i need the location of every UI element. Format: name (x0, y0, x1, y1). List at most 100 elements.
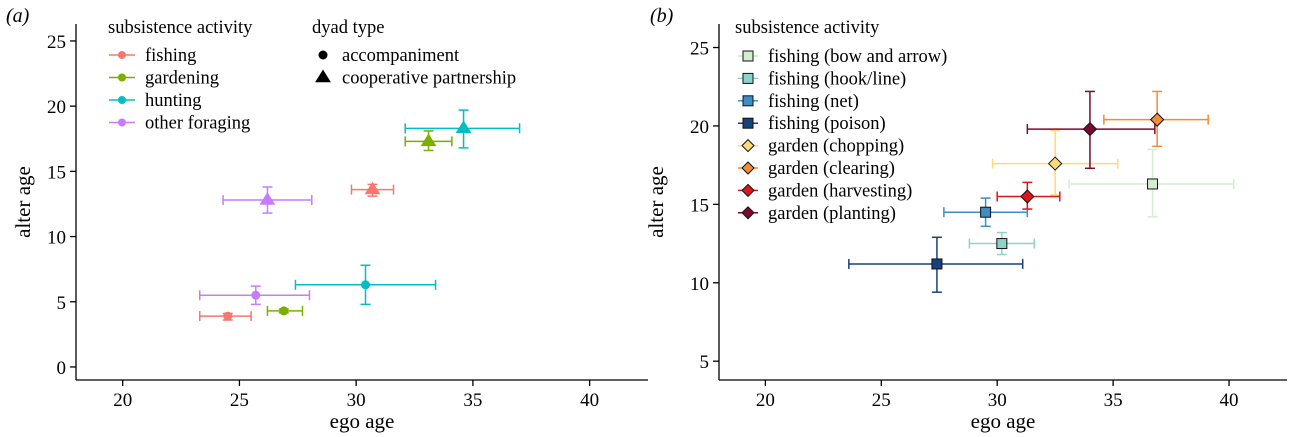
legend-item-gardening: gardening (109, 69, 219, 89)
legend-label: cooperative partnership (342, 69, 516, 89)
panel-a-legend: subsistence activity fishing gardeninghun… (108, 18, 516, 134)
point-fishing-poison (931, 258, 943, 270)
y-tick-label: 5 (57, 293, 67, 314)
x-tick-label: 40 (1220, 390, 1239, 411)
legend-item-fishing-bow-and-arrow: fishing (bow and arrow) (738, 47, 947, 67)
y-tick-label: 5 (700, 352, 710, 373)
panel-a-label: (a) (6, 5, 30, 27)
x-tick-label: 35 (1104, 390, 1123, 411)
x-tick-label: 30 (347, 390, 366, 411)
legend-key-dot (118, 118, 126, 127)
legend-key-diamond (741, 183, 755, 198)
panel-b-x-axis-title: ego age (971, 409, 1036, 433)
y-tick-label: 25 (47, 32, 66, 53)
panel-b-legend: subsistence activity fishing (bow and ar… (735, 18, 947, 224)
x-tick-label: 30 (988, 390, 1007, 411)
panel-b-label: (b) (650, 5, 674, 27)
legend-item-garden-planting: garden (planting) (738, 204, 896, 224)
legend-label: hunting (145, 91, 202, 111)
point-gardening-accompaniment (279, 306, 289, 316)
legend-label: garden (planting) (768, 204, 896, 224)
point-gardening-cooperative-partnership (420, 133, 437, 147)
legend-label: fishing (net) (768, 92, 859, 112)
point-hunting-accompaniment (361, 280, 371, 290)
legend-key-square (742, 72, 754, 84)
point-fishing-hook-line (996, 238, 1008, 250)
legend-item-accompaniment: accompaniment (318, 46, 460, 66)
panel-b-x-ticks: 20 25 30 35 40 (756, 380, 1239, 411)
legend-b-title: subsistence activity (735, 18, 880, 38)
panel-a-errorbars (198, 109, 521, 322)
panel-a-x-axis-title: ego age (330, 409, 395, 433)
y-tick-label: 15 (47, 162, 66, 183)
point-fishing-cooperative-partnership (364, 181, 381, 195)
panel-a-x-ticks: 20 25 30 35 40 (113, 380, 599, 411)
y-tick-label: 25 (690, 39, 709, 60)
legend-item-other-foraging: other foraging (109, 114, 250, 134)
panel-b-y-ticks: 5 10 15 20 25 (690, 39, 719, 373)
legend-key-diamond (741, 138, 755, 153)
legend-activity-title: subsistence activity (108, 18, 253, 38)
legend-label: fishing (poison) (768, 114, 886, 134)
y-tick-label: 10 (47, 228, 66, 249)
legend-item-hunting: hunting (109, 91, 202, 111)
point-fishing-accompaniment (223, 311, 233, 321)
legend-b-entries: fishing (bow and arrow)fishing (hook/lin… (738, 47, 947, 224)
legend-item-cooperative-partnership: cooperative partnership (315, 69, 516, 89)
x-tick-label: 25 (872, 390, 891, 411)
panel-b: (b) 20 25 30 35 40 5 10 15 20 25 ego age alter a… (644, 5, 1287, 433)
panel-a: (a) 20 25 30 35 40 0 5 10 15 20 25 ego age alter … (6, 5, 648, 433)
legend-label: garden (clearing) (768, 159, 895, 179)
legend-key-square (742, 117, 754, 129)
point-garden-harvesting (1020, 189, 1035, 204)
legend-label: fishing (145, 46, 196, 66)
y-tick-label: 0 (57, 358, 67, 379)
panel-b-y-axis-title: alter age (644, 166, 668, 238)
legend-label: accompaniment (342, 46, 460, 66)
y-tick-label: 10 (690, 274, 709, 295)
legend-dyad-entries: accompaniment cooperative partnership (315, 46, 516, 89)
point-garden-chopping (1047, 156, 1063, 171)
legend-item-garden-chopping: garden (chopping) (738, 137, 904, 157)
y-tick-label: 20 (47, 97, 66, 118)
panel-b-points (931, 112, 1165, 270)
legend-label: gardening (145, 69, 219, 89)
point-hunting-cooperative-partnership (455, 120, 472, 134)
legend-item-garden-harvesting: garden (harvesting) (738, 181, 912, 201)
legend-label: fishing (hook/line) (768, 69, 906, 89)
panel-a-y-ticks: 0 5 10 15 20 25 (47, 32, 76, 379)
panel-a-y-axis-title: alter age (11, 166, 35, 238)
legend-item-fishing-hook-line: fishing (hook/line) (738, 69, 906, 89)
legend-key-dot (118, 51, 126, 59)
point-garden-planting (1082, 121, 1098, 137)
x-tick-label: 40 (580, 390, 599, 411)
legend-key-dot (118, 96, 126, 104)
legend-key-triangle (315, 69, 331, 83)
x-tick-label: 20 (113, 390, 132, 411)
x-tick-label: 35 (463, 390, 482, 411)
legend-item-garden-clearing: garden (clearing) (738, 159, 895, 179)
legend-label: garden (harvesting) (768, 181, 912, 201)
legend-label: other foraging (145, 114, 250, 134)
point-other-foraging-cooperative-partnership (259, 192, 276, 205)
legend-label: garden (chopping) (768, 137, 904, 157)
x-tick-label: 20 (756, 390, 775, 411)
point-garden-clearing (1149, 112, 1165, 127)
panel-a-points (223, 120, 472, 321)
point-other-foraging-accompaniment (251, 290, 261, 300)
legend-item-fishing-poison: fishing (poison) (738, 114, 886, 134)
point-fishing-bow-and-arrow (1147, 178, 1159, 190)
legend-key-diamond (741, 161, 755, 175)
legend-dyad-title: dyad type (312, 18, 384, 38)
legend-key-square (742, 50, 754, 62)
y-tick-label: 20 (690, 117, 709, 138)
legend-item-fishing: fishing (109, 46, 196, 66)
legend-label: fishing (bow and arrow) (768, 47, 947, 67)
y-tick-label: 15 (690, 195, 709, 216)
legend-key-diamond (741, 206, 755, 220)
x-tick-label: 25 (230, 390, 249, 411)
legend-item-fishing-net: fishing (net) (738, 92, 859, 112)
legend-key-square (742, 95, 754, 107)
